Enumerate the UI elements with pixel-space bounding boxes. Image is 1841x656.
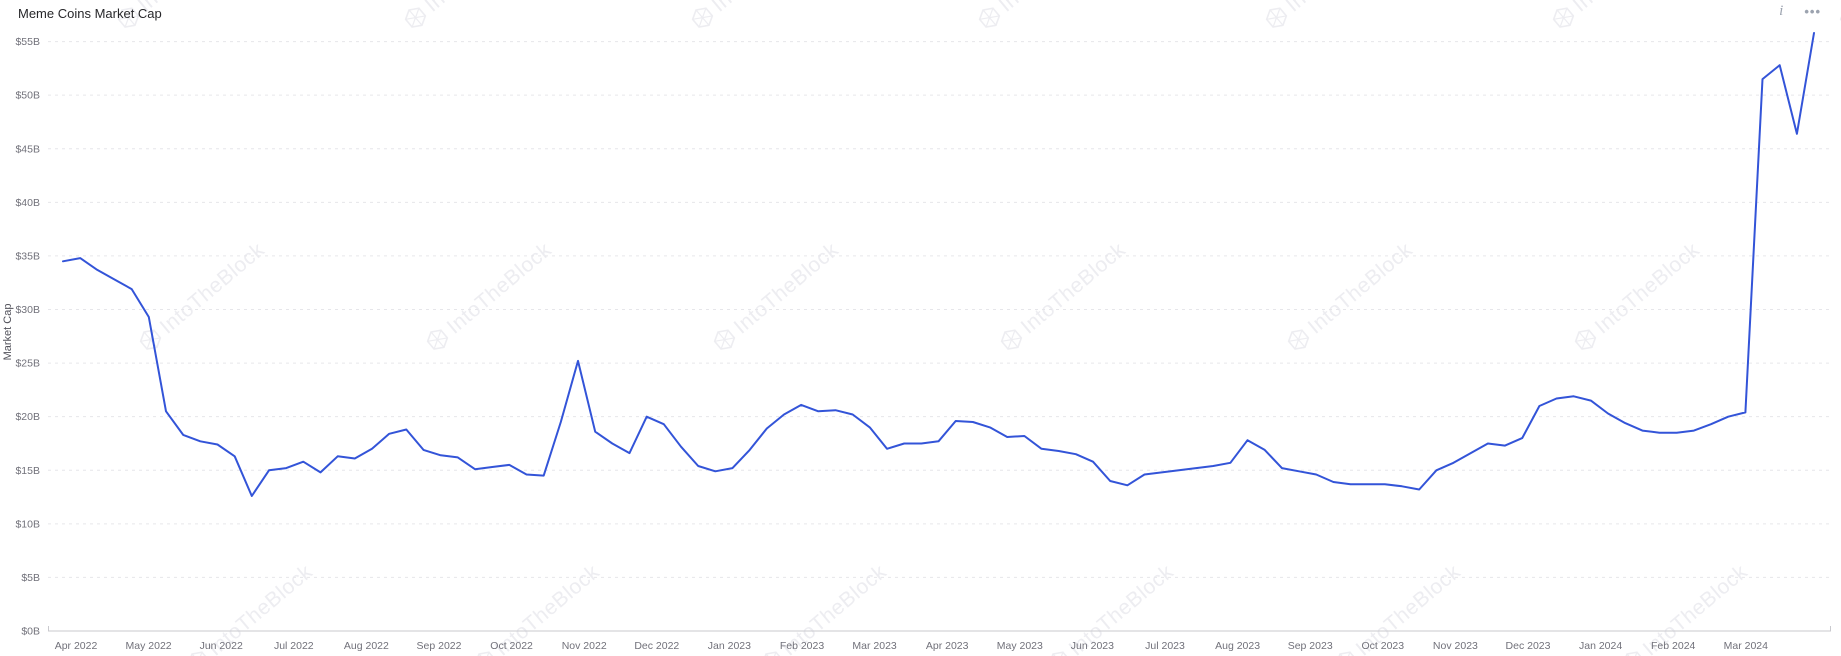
x-tick-label: May 2023 bbox=[997, 640, 1043, 652]
y-tick-label: $45B bbox=[15, 143, 40, 155]
chart-title: Meme Coins Market Cap bbox=[18, 6, 162, 21]
y-tick-label: $35B bbox=[15, 250, 40, 262]
header-icons: i ••• bbox=[1776, 4, 1823, 19]
x-tick-label: Jul 2022 bbox=[274, 640, 314, 652]
svg-text:IntoTheBlock: IntoTheBlock bbox=[1591, 238, 1704, 338]
x-axis-labels: Apr 2022 May 2022 Jun 2022 Jul 2022 Aug 2022… bbox=[55, 640, 1768, 652]
y-tick-label: $0B bbox=[21, 626, 40, 638]
chart-header: Meme Coins Market Cap i ••• bbox=[0, 0, 1841, 28]
market-cap-line[interactable] bbox=[62, 32, 1815, 497]
svg-text:IntoTheBlock: IntoTheBlock bbox=[1304, 238, 1417, 338]
x-tick-label: Oct 2022 bbox=[490, 640, 533, 652]
x-tick-label: Jun 2022 bbox=[200, 640, 243, 652]
watermark-layer: IntoTheBlock IntoTheBlock IntoTheBlock Into… bbox=[117, 0, 1841, 656]
x-tick-label: Mar 2023 bbox=[852, 640, 897, 652]
y-tick-label: $40B bbox=[15, 197, 40, 209]
svg-text:IntoTheBlock: IntoTheBlock bbox=[443, 238, 556, 338]
x-tick-label: Jan 2023 bbox=[708, 640, 751, 652]
y-tick-label: $20B bbox=[15, 411, 40, 423]
x-tick-label: Jul 2023 bbox=[1145, 640, 1185, 652]
x-tick-label: Apr 2022 bbox=[55, 640, 98, 652]
svg-text:IntoTheBlock: IntoTheBlock bbox=[730, 238, 843, 338]
y-tick-label: $50B bbox=[15, 90, 40, 102]
x-tick-label: Jun 2023 bbox=[1071, 640, 1114, 652]
x-tick-label: Sep 2022 bbox=[417, 640, 462, 652]
info-icon[interactable]: i bbox=[1779, 3, 1784, 19]
y-tick-label: $25B bbox=[15, 358, 40, 370]
x-tick-label: Sep 2023 bbox=[1288, 640, 1333, 652]
y-axis-labels: $0B $5B $10B $15B $20B $25B $30B $35B $40B $45B $5… bbox=[15, 36, 40, 637]
y-tick-label: $5B bbox=[21, 572, 40, 584]
x-tick-label: Nov 2022 bbox=[562, 640, 607, 652]
x-tick-label: Jan 2024 bbox=[1579, 640, 1622, 652]
x-tick-label: Feb 2023 bbox=[780, 640, 825, 652]
svg-text:IntoTheBlock: IntoTheBlock bbox=[156, 238, 269, 338]
x-tick-label: Apr 2023 bbox=[926, 640, 969, 652]
svg-text:IntoTheBlock: IntoTheBlock bbox=[1017, 238, 1130, 338]
x-tick-label: Nov 2023 bbox=[1433, 640, 1478, 652]
y-axis-title: Market Cap bbox=[2, 304, 14, 361]
x-tick-label: Aug 2022 bbox=[344, 640, 389, 652]
y-tick-label: $30B bbox=[15, 304, 40, 316]
x-tick-label: Aug 2023 bbox=[1215, 640, 1260, 652]
y-tick-label: $10B bbox=[15, 518, 40, 530]
x-tick-label: Dec 2022 bbox=[634, 640, 679, 652]
x-tick-label: Dec 2023 bbox=[1506, 640, 1551, 652]
y-tick-label: $15B bbox=[15, 465, 40, 477]
y-tick-label: $55B bbox=[15, 36, 40, 48]
x-tick-label: Feb 2024 bbox=[1651, 640, 1696, 652]
x-axis bbox=[48, 626, 1831, 632]
y-gridlines bbox=[48, 41, 1831, 578]
x-tick-label: Oct 2023 bbox=[1361, 640, 1404, 652]
x-tick-label: Mar 2024 bbox=[1724, 640, 1769, 652]
more-options-icon[interactable]: ••• bbox=[1804, 4, 1821, 19]
x-tick-label: May 2022 bbox=[126, 640, 172, 652]
